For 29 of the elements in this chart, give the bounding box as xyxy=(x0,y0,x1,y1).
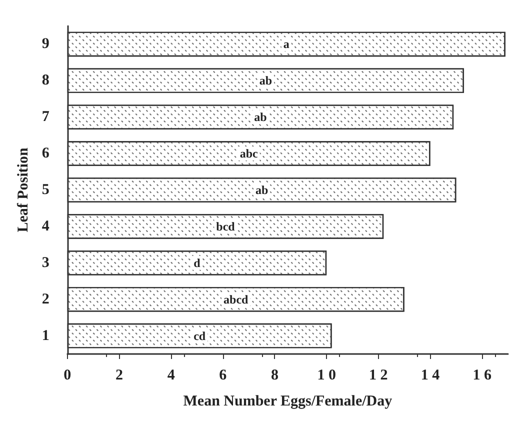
data-label: ab xyxy=(259,74,272,88)
x-tick-label: 1 0 xyxy=(317,368,336,384)
x-tick-label: 1 6 xyxy=(472,368,492,384)
x-tick-label: 6 xyxy=(219,368,228,384)
y-tick-label: 2 xyxy=(42,291,50,308)
y-axis-title: Leaf Position xyxy=(16,147,32,232)
x-tick-label: 0 xyxy=(64,368,72,384)
data-label: abc xyxy=(240,146,258,161)
x-tick-label: 1 4 xyxy=(420,368,440,384)
data-label: bcd xyxy=(216,219,236,234)
y-tick-label: 4 xyxy=(42,218,50,234)
data-label: ab xyxy=(254,110,268,124)
x-tick-label: 1 2 xyxy=(369,368,388,384)
data-label: a xyxy=(283,37,290,52)
y-tick-label: 5 xyxy=(42,182,50,198)
data-label: abcd xyxy=(224,292,249,306)
y-tick-label: 6 xyxy=(42,146,50,162)
y-tick-label: 7 xyxy=(42,109,50,126)
data-label: ab xyxy=(255,183,268,197)
data-label: d xyxy=(194,256,201,270)
y-tick-label: 9 xyxy=(42,36,50,52)
y-tick-label: 3 xyxy=(42,254,50,271)
x-tick-label: 8 xyxy=(270,368,278,384)
x-tick-label: 4 xyxy=(167,368,176,384)
x-tick-label: 2 xyxy=(115,368,123,384)
x-axis-title: Mean Number Eggs/Female/Day xyxy=(183,394,393,410)
y-tick-label: 1 xyxy=(42,328,50,344)
y-tick-label: 8 xyxy=(42,72,50,89)
data-label: cd xyxy=(194,328,206,343)
